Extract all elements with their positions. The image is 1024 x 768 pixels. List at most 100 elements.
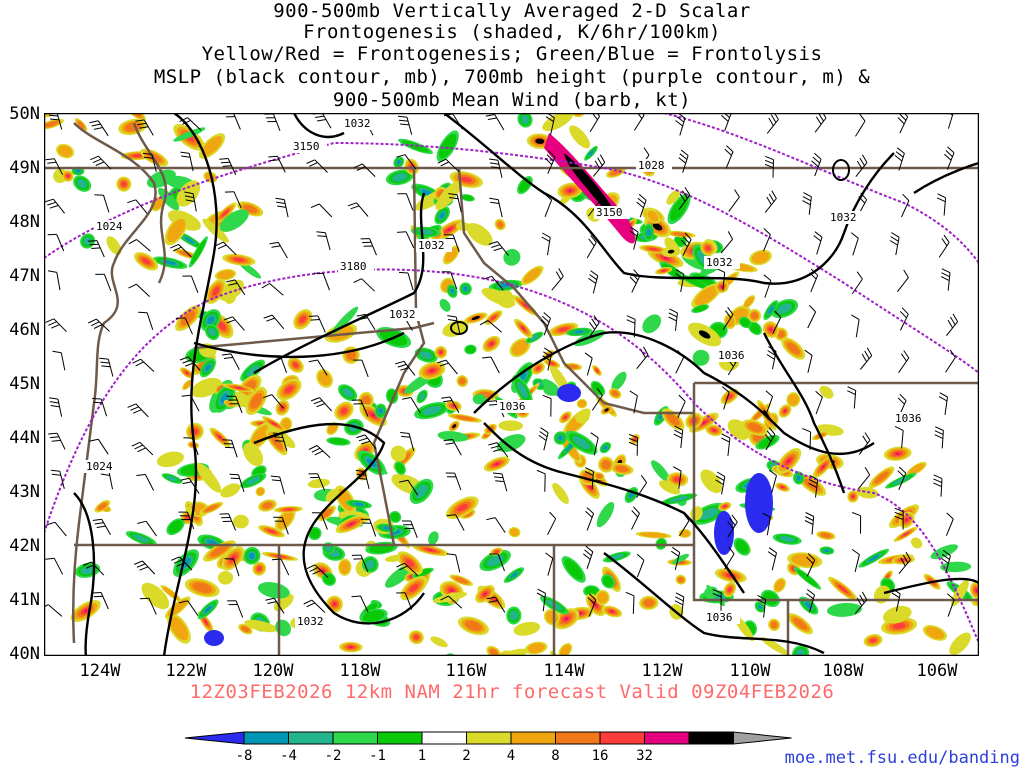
wind-barb bbox=[497, 199, 503, 218]
mslp-label: 1032 bbox=[706, 256, 733, 269]
wind-barb-flag bbox=[756, 598, 766, 604]
wind-barb-flag bbox=[446, 514, 456, 517]
wind-barb-flag bbox=[856, 271, 863, 280]
wind-barb-flag bbox=[806, 556, 814, 564]
wind-barb-flag bbox=[582, 553, 591, 560]
wind-barb bbox=[727, 359, 739, 376]
wind-barb-flag bbox=[358, 437, 368, 442]
wind-barb bbox=[179, 556, 193, 571]
wind-barb bbox=[311, 599, 326, 613]
mslp-label: 1032 bbox=[830, 211, 857, 224]
wind-barb-flag bbox=[947, 319, 954, 329]
mslp-contour bbox=[603, 552, 825, 655]
wind-barb-flag bbox=[139, 126, 149, 129]
wind-barb-flag bbox=[585, 510, 593, 518]
wind-barb-flag bbox=[51, 473, 61, 476]
wind-barb-flag bbox=[712, 593, 722, 598]
wind-barb bbox=[406, 117, 413, 135]
shading-cell bbox=[342, 387, 353, 398]
wind-barb-flag bbox=[93, 324, 103, 329]
wind-barb-flag bbox=[864, 432, 871, 441]
wind-barb-flag bbox=[89, 120, 99, 124]
lon-label-124w: 124W bbox=[79, 661, 121, 681]
wind-barb bbox=[365, 314, 376, 331]
shading-cell bbox=[837, 584, 848, 594]
wind-barb-flag bbox=[100, 361, 110, 364]
wind-barb-flag bbox=[127, 199, 136, 204]
wind-barb bbox=[947, 113, 954, 129]
shading-cell bbox=[882, 605, 912, 624]
wind-barb bbox=[901, 430, 904, 449]
wind-barbs bbox=[44, 113, 959, 618]
wind-barb bbox=[497, 241, 509, 256]
wind-barb-flag bbox=[223, 356, 233, 359]
contour-label-box bbox=[594, 206, 630, 219]
shading-cell bbox=[698, 330, 711, 339]
wind-barb-flag bbox=[674, 425, 683, 431]
wind-barb-flag bbox=[83, 561, 92, 566]
shading-cell bbox=[820, 532, 832, 538]
wind-barb bbox=[765, 434, 776, 451]
wind-barb-flag bbox=[677, 350, 685, 358]
wind-barb-flag bbox=[542, 232, 551, 238]
wind-barb-flag bbox=[626, 315, 636, 320]
shading-cell bbox=[83, 236, 92, 246]
shading-cell bbox=[183, 380, 192, 389]
wind-barb-flag bbox=[897, 117, 905, 125]
shading-cell bbox=[328, 438, 348, 445]
contour-label-box bbox=[342, 117, 378, 130]
wind-barb bbox=[544, 199, 553, 217]
wind-barb-flag bbox=[593, 315, 600, 324]
wind-barb-flag bbox=[184, 191, 194, 195]
shading-cell bbox=[557, 384, 581, 402]
wind-barb bbox=[356, 202, 369, 217]
wind-barb bbox=[543, 318, 551, 336]
wind-barb-flag bbox=[948, 113, 953, 116]
wind-barb bbox=[233, 558, 240, 577]
wind-barb-flag bbox=[316, 403, 326, 408]
wind-barb-flag bbox=[128, 239, 137, 245]
wind-barb bbox=[938, 242, 950, 258]
wind-barb-flag bbox=[803, 192, 812, 198]
wind-barb bbox=[636, 354, 649, 370]
shading-cell bbox=[824, 549, 830, 553]
wind-barb bbox=[898, 153, 905, 171]
wind-barb bbox=[895, 237, 900, 256]
wind-barb-flag bbox=[895, 151, 904, 158]
wind-barb bbox=[593, 162, 606, 177]
credit-link[interactable]: moe.met.fsu.edu/banding bbox=[784, 748, 1020, 768]
wind-barb-flag bbox=[937, 193, 946, 199]
shading-cell bbox=[439, 298, 451, 312]
wind-barb-flag bbox=[852, 512, 861, 517]
shading-cell bbox=[383, 526, 391, 530]
shading-cell bbox=[651, 460, 671, 483]
wind-barb bbox=[145, 520, 157, 537]
wind-barb bbox=[946, 321, 958, 337]
wind-barb-flag bbox=[949, 349, 956, 358]
shading-cell bbox=[727, 586, 732, 593]
wind-barb-flag bbox=[184, 195, 194, 199]
wind-barb-flag bbox=[941, 268, 951, 274]
wind-barb-flag bbox=[268, 155, 278, 158]
wind-barb bbox=[494, 114, 505, 131]
colorbar-label: 1 bbox=[417, 748, 427, 764]
wind-barb bbox=[100, 592, 109, 610]
wind-barb bbox=[771, 475, 777, 494]
shading-cell bbox=[455, 415, 475, 421]
shading-cell bbox=[826, 602, 863, 617]
wind-barb bbox=[814, 159, 822, 177]
wind-barb bbox=[316, 445, 331, 459]
shading-cell bbox=[430, 636, 448, 648]
shading-cell bbox=[275, 619, 291, 637]
wind-barb-flag bbox=[675, 596, 684, 602]
shading-cell bbox=[891, 476, 910, 486]
shading-cell bbox=[667, 249, 675, 254]
shading-cell bbox=[949, 632, 971, 656]
wind-barb-flag bbox=[763, 274, 772, 281]
wind-barb-flag bbox=[351, 595, 361, 598]
wind-barb bbox=[361, 163, 376, 177]
wind-barb bbox=[547, 352, 553, 371]
wind-barb-flag bbox=[309, 567, 319, 572]
shading-cell bbox=[786, 342, 800, 355]
wind-barb-flag bbox=[139, 597, 149, 600]
